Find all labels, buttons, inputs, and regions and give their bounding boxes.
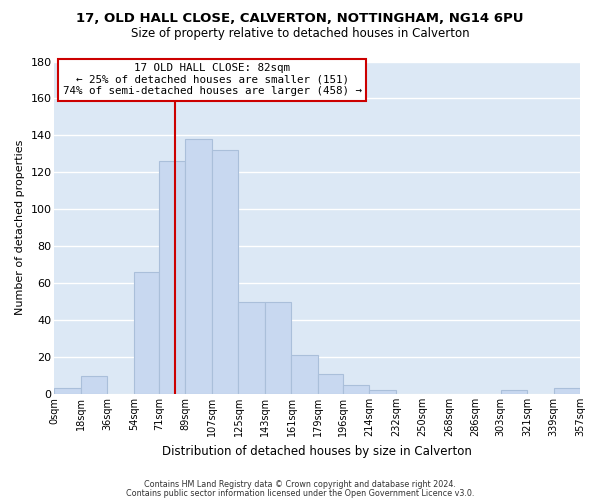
Text: 17 OLD HALL CLOSE: 82sqm
← 25% of detached houses are smaller (151)
74% of semi-: 17 OLD HALL CLOSE: 82sqm ← 25% of detach… bbox=[62, 63, 362, 96]
Bar bbox=[318, 374, 343, 394]
Bar bbox=[370, 390, 396, 394]
Bar bbox=[500, 390, 527, 394]
Text: Size of property relative to detached houses in Calverton: Size of property relative to detached ho… bbox=[131, 28, 469, 40]
Bar bbox=[81, 376, 107, 394]
Bar bbox=[159, 162, 185, 394]
Text: Contains HM Land Registry data © Crown copyright and database right 2024.: Contains HM Land Registry data © Crown c… bbox=[144, 480, 456, 489]
Bar bbox=[554, 388, 580, 394]
Bar bbox=[343, 385, 370, 394]
Bar bbox=[212, 150, 238, 394]
Bar bbox=[292, 355, 318, 394]
Y-axis label: Number of detached properties: Number of detached properties bbox=[15, 140, 25, 316]
X-axis label: Distribution of detached houses by size in Calverton: Distribution of detached houses by size … bbox=[162, 444, 472, 458]
Text: 17, OLD HALL CLOSE, CALVERTON, NOTTINGHAM, NG14 6PU: 17, OLD HALL CLOSE, CALVERTON, NOTTINGHA… bbox=[76, 12, 524, 26]
Bar bbox=[134, 272, 159, 394]
Bar bbox=[55, 388, 81, 394]
Bar bbox=[265, 302, 292, 394]
Bar bbox=[238, 302, 265, 394]
Text: Contains public sector information licensed under the Open Government Licence v3: Contains public sector information licen… bbox=[126, 488, 474, 498]
Bar bbox=[185, 139, 212, 394]
